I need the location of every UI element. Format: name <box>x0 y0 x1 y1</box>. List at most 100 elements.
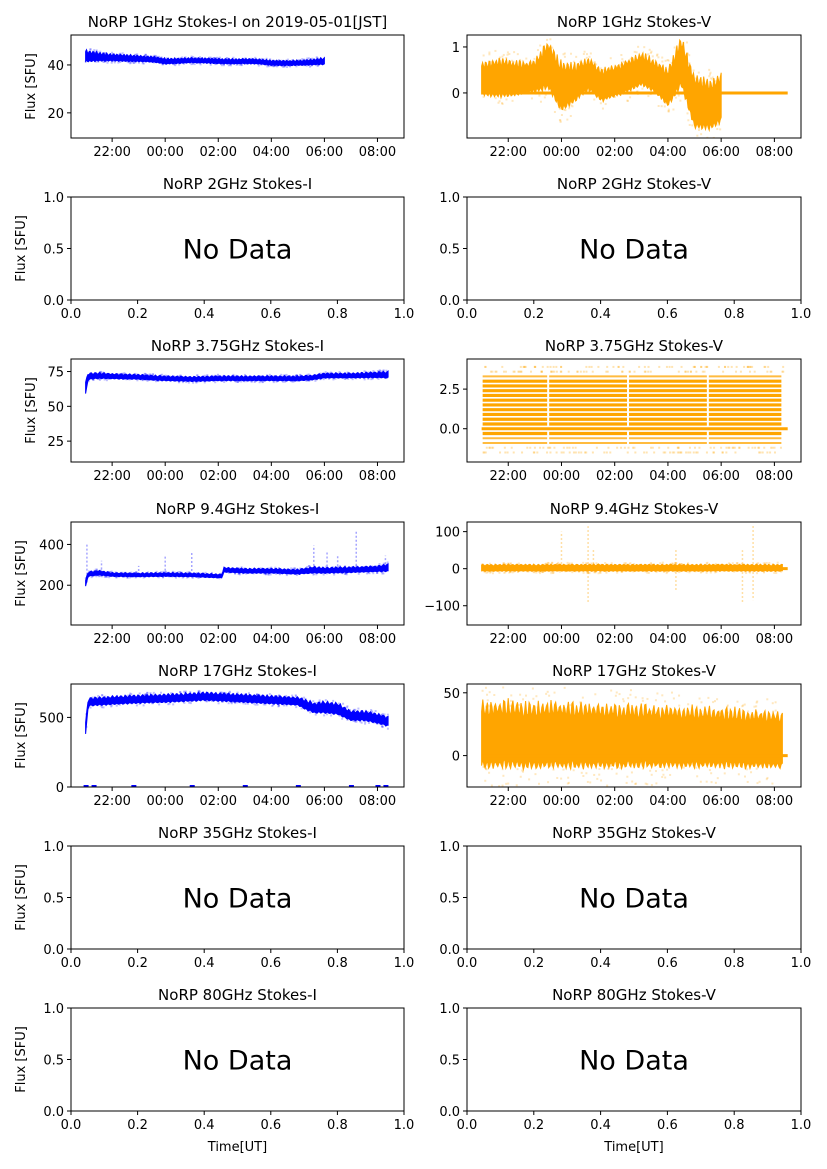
data-point <box>239 62 242 65</box>
data-point <box>556 776 559 779</box>
data-point <box>232 56 235 59</box>
data-point <box>91 696 94 699</box>
data-point <box>674 562 677 565</box>
data-point <box>598 768 601 771</box>
panel-title: NoRP 2GHz Stokes-V <box>557 175 712 193</box>
data-point <box>700 570 703 573</box>
data-point <box>280 64 283 67</box>
data-point <box>503 562 506 565</box>
data-point <box>181 576 184 579</box>
x-tick-label: 0.4 <box>590 1118 611 1133</box>
data-point <box>696 134 699 137</box>
x-tick-label: 00:00 <box>543 632 580 647</box>
data-point <box>582 571 585 574</box>
data-point <box>680 563 683 566</box>
data-point <box>134 373 137 376</box>
data-point <box>275 572 278 575</box>
data-point <box>512 451 515 454</box>
data-point <box>381 564 384 567</box>
data-point <box>367 571 370 574</box>
data-point <box>655 571 658 574</box>
data-point <box>353 719 356 722</box>
data-point <box>672 697 675 700</box>
data-point <box>607 446 610 449</box>
data-point <box>556 563 559 566</box>
data-point <box>235 374 238 377</box>
data-point <box>114 571 117 574</box>
data-point <box>562 446 565 449</box>
data-point <box>681 563 684 566</box>
data-point <box>596 777 599 780</box>
data-point <box>494 49 497 52</box>
data-point <box>601 107 604 110</box>
data-point <box>214 57 217 60</box>
data-point <box>519 775 522 778</box>
y-tick-label: −100 <box>424 600 460 615</box>
data-point <box>705 451 708 454</box>
data-point <box>591 563 594 566</box>
axes-frame <box>70 34 405 139</box>
data-point <box>383 563 386 566</box>
data-point <box>118 52 121 55</box>
data-point <box>534 365 537 368</box>
data-point <box>197 576 200 579</box>
data-point <box>716 777 719 780</box>
data-point <box>146 694 149 697</box>
data-point <box>238 572 241 575</box>
y-tick-label: 100 <box>435 526 460 541</box>
data-point <box>307 709 310 712</box>
data-point <box>530 97 533 100</box>
x-tick-label: 08:00 <box>359 145 396 160</box>
data-point <box>692 365 695 368</box>
data-point <box>684 370 687 373</box>
data-point <box>630 771 633 774</box>
data-point <box>647 95 650 98</box>
data-point <box>540 370 543 373</box>
data-point <box>761 451 764 454</box>
data-point <box>316 56 319 59</box>
data-point <box>708 75 711 78</box>
data-point <box>494 563 497 566</box>
data-point <box>677 94 680 97</box>
data-point <box>513 51 516 54</box>
data-point <box>684 370 687 373</box>
data-point <box>240 64 243 67</box>
data-band <box>85 48 325 67</box>
data-point <box>745 768 748 771</box>
data-point <box>773 451 776 454</box>
data-point <box>243 380 246 383</box>
data-point <box>679 563 682 566</box>
data-point <box>573 60 576 63</box>
panel-title: NoRP 1GHz Stokes-I on 2019-05-01[JST] <box>88 13 388 31</box>
data-point <box>134 61 137 64</box>
data-point <box>694 570 697 573</box>
data-point <box>299 567 302 570</box>
data-point <box>546 451 549 454</box>
data-point <box>566 446 569 449</box>
data-point <box>484 779 487 782</box>
data-point <box>491 572 494 575</box>
data-point <box>749 365 752 368</box>
data-point <box>121 372 124 375</box>
data-point <box>198 572 201 575</box>
data-point <box>151 378 154 381</box>
y-tick-label: 1.0 <box>43 840 64 855</box>
data-point <box>710 781 713 784</box>
data-point <box>379 369 382 372</box>
data-point <box>654 61 657 64</box>
data-point-zero <box>375 785 381 787</box>
data-point <box>585 571 588 574</box>
data-point <box>382 369 385 372</box>
data-point <box>571 105 574 108</box>
data-point <box>216 373 219 376</box>
data-point <box>275 65 278 68</box>
data-point <box>507 562 510 565</box>
data-point <box>670 99 673 102</box>
data-point <box>738 446 741 449</box>
data-point <box>719 128 722 131</box>
data-point <box>527 570 530 573</box>
data-point <box>489 570 492 573</box>
data-point <box>609 57 612 60</box>
data-point <box>128 378 131 381</box>
data-point <box>679 99 682 102</box>
